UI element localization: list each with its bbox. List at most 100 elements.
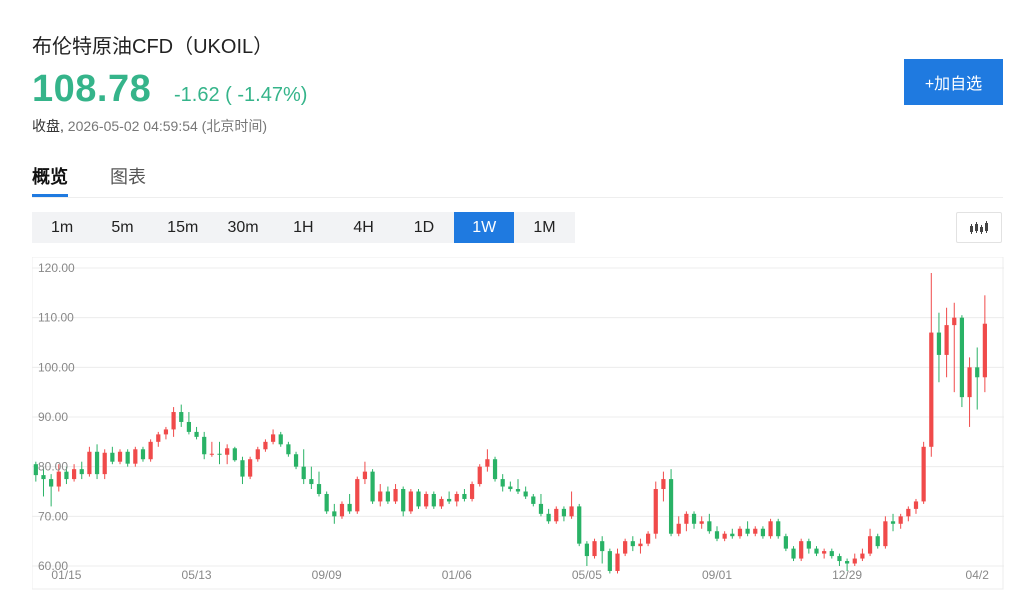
interval-4h[interactable]: 4H [353,218,374,236]
candle-body [49,479,54,487]
candle-body [538,503,544,514]
candle-body [722,533,727,539]
candle-body [806,541,811,549]
x-tick-label: 09/09 [312,568,342,582]
candle-body [653,489,658,534]
candle-body [156,434,161,442]
candle-body [860,553,865,559]
candle-body [822,551,827,554]
add-to-watchlist-button[interactable]: +加自选 [904,59,1003,105]
tab-overview[interactable]: 概览 [32,167,68,187]
candle-body [852,558,857,564]
interval-1h[interactable]: 1H [293,218,314,236]
active-tab-indicator [32,194,68,197]
candle-body [332,511,337,517]
candle-body [79,469,84,475]
x-tick-label: 12/29 [832,568,862,582]
candle-body [270,434,276,442]
candle-body [240,460,245,477]
candle-body [745,528,750,534]
candle-body [171,412,176,430]
candle-body [799,541,804,559]
candle-body [339,503,345,517]
x-tick-label: 04/2 [966,568,990,582]
x-tick-label: 05/05 [572,568,602,582]
candle-body [546,513,551,522]
candle-body [225,448,230,455]
status-label: 收盘, [32,118,64,134]
candle-body [607,551,612,571]
candle-body [416,491,421,507]
candle-body [737,528,743,537]
candle-body [431,493,436,507]
candle-body [56,471,61,487]
candle-body [600,541,605,552]
candle-body [140,449,146,460]
candle-body [837,556,842,562]
interval-5m[interactable]: 5m [111,218,134,236]
candle-body [462,493,467,499]
interval-1mo[interactable]: 1M [533,218,556,236]
candle-body [569,506,574,517]
price-change: -1.62 ( -1.47%) [174,84,308,106]
candle-body [500,479,505,487]
candle-body [378,491,383,502]
candle-body [186,421,192,432]
candle-body [676,523,681,534]
candle-body [829,551,834,557]
candle-body [975,367,980,378]
chart-type-button[interactable] [956,212,1002,243]
candle-body [362,471,368,480]
candle-body [508,486,513,490]
interval-30m[interactable]: 30m [227,218,259,236]
candle-body [454,493,459,502]
interval-15m[interactable]: 15m [167,218,199,236]
price-chart[interactable]: 60.00 70.00 80.00 90.00 100.00 110.00 120.00 0… [31,256,1004,590]
candle-body [906,508,911,517]
candle-body [447,498,452,502]
candle-body [898,516,903,524]
candle-body [638,543,643,547]
candle-body [936,332,942,355]
candle-body [439,498,444,507]
candle-body [148,441,153,460]
candle-body [615,553,620,571]
candle-body [209,453,214,455]
interval-1m[interactable]: 1m [51,218,74,236]
candle-body [278,434,283,445]
interval-1w[interactable]: 1W [454,212,515,243]
y-tick-label: 70.00 [38,509,68,523]
candle-body [401,489,406,512]
last-price: 108.78 [32,68,152,110]
candle-body [469,484,475,499]
candle-body [202,436,207,455]
candle-body [393,489,398,502]
y-tick-label: 80.00 [38,460,68,474]
candle-body [967,367,972,398]
candle-body [133,449,138,464]
candle-body [691,513,697,524]
candle-body [347,503,352,512]
candle-body [844,561,850,564]
tab-chart[interactable]: 图表 [110,167,146,187]
candle-body [492,459,498,480]
x-tick-label: 01/06 [442,568,472,582]
candle-body [87,451,92,475]
x-tick-label: 05/13 [182,568,212,582]
candle-body [867,536,873,554]
candlestick-icon [970,220,988,234]
candle-body [217,453,222,455]
status-timestamp: 2026-05-02 04:59:54 (北京时间) [67,118,267,134]
interval-1d[interactable]: 1D [413,218,435,236]
candle-body [883,521,888,547]
candle-body [255,449,260,460]
candle-body [424,493,429,507]
candle-body [959,317,965,398]
candle-body [699,521,704,524]
candle-body [714,531,720,539]
candle-body [684,513,689,524]
candle-body [232,448,237,461]
y-tick-label: 120.00 [38,261,75,275]
candle-body [324,493,329,512]
candle-body [554,508,559,522]
